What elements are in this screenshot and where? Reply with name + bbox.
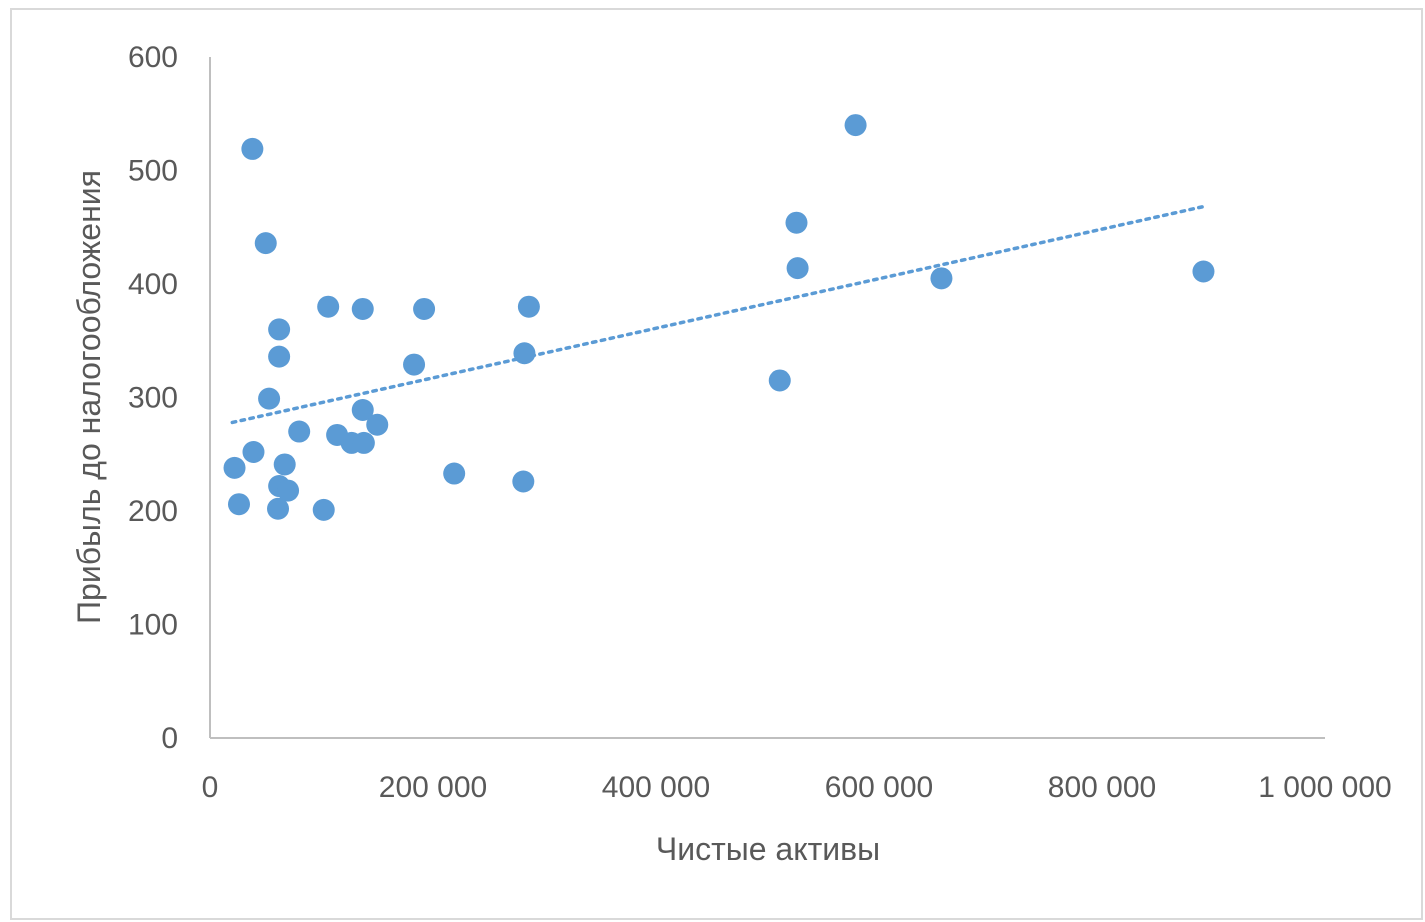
data-point [227, 493, 250, 516]
data-point [267, 497, 290, 520]
data-point [351, 297, 374, 320]
data-point [351, 398, 374, 421]
data-point [254, 232, 277, 255]
data-point [241, 137, 264, 160]
x-tick-labels: 0 200 000 400 000 600 000 800 000 1 000 000 [202, 771, 1392, 804]
x-tick-label: 1 000 000 [1258, 771, 1391, 804]
data-point [413, 297, 436, 320]
y-tick-label: 600 [128, 41, 178, 74]
data-point [930, 267, 953, 290]
axes [209, 57, 1325, 739]
x-tick-label: 200 000 [379, 771, 487, 804]
trendline [230, 205, 1205, 425]
x-tick-label: 0 [202, 771, 219, 804]
y-tick-labels: 0 100 200 300 400 500 600 [128, 41, 178, 755]
data-point [513, 342, 536, 365]
data-point [352, 431, 375, 454]
data-point [317, 295, 340, 318]
y-tick-label: 500 [128, 155, 178, 188]
chart-frame [10, 8, 1423, 920]
x-axis-title: Чистые активы [656, 831, 880, 867]
data-points [223, 114, 1215, 521]
y-tick-label: 200 [128, 495, 178, 528]
data-point [517, 295, 540, 318]
data-point [288, 420, 311, 443]
y-tick-label: 100 [128, 609, 178, 642]
data-point [258, 387, 281, 410]
x-tick-label: 600 000 [825, 771, 933, 804]
y-tick-label: 300 [128, 382, 178, 415]
data-point [403, 353, 426, 376]
data-point [242, 440, 265, 463]
y-tick-label: 0 [161, 722, 178, 755]
data-point [273, 453, 296, 476]
data-point [366, 413, 389, 436]
data-point [844, 114, 867, 137]
data-point [277, 479, 300, 502]
data-point [785, 211, 808, 234]
data-point [512, 470, 535, 493]
x-tick-label: 800 000 [1048, 771, 1156, 804]
x-tick-label: 400 000 [602, 771, 710, 804]
data-point [768, 369, 791, 392]
data-point [443, 462, 466, 485]
data-point [223, 456, 246, 479]
y-tick-label: 400 [128, 268, 178, 301]
data-point [786, 257, 809, 280]
trendline-group [230, 205, 1205, 425]
data-point [268, 318, 291, 341]
y-axis-title: Прибыль до налогообложения [71, 170, 107, 624]
data-point [312, 498, 335, 521]
data-point [1192, 260, 1215, 283]
data-point [268, 345, 291, 368]
